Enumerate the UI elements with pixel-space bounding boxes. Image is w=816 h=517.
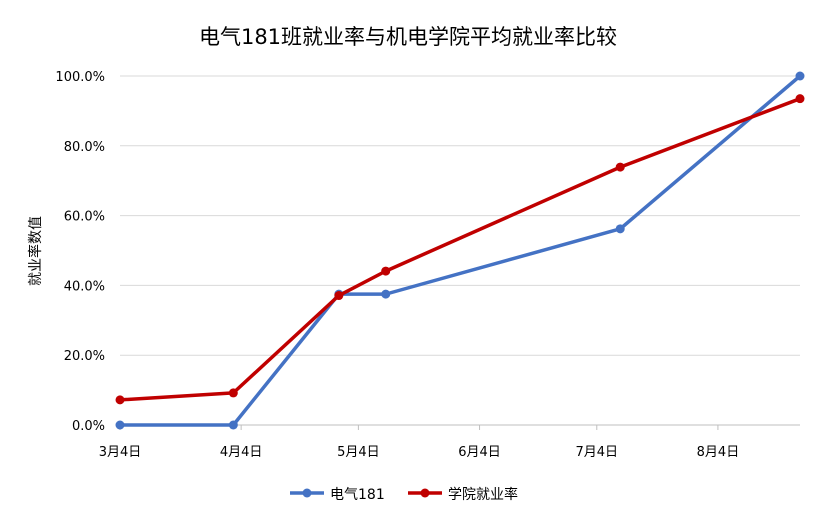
data-point <box>795 71 805 81</box>
y-tick-label: 20.0% <box>64 349 105 364</box>
x-tick-label: 3月4日 <box>99 445 142 460</box>
y-tick-label: 40.0% <box>64 279 105 294</box>
y-tick-label: 100.0% <box>55 70 105 85</box>
data-point <box>381 266 391 276</box>
y-tick-label: 80.0% <box>64 140 105 155</box>
x-tick-label: 7月4日 <box>576 445 619 460</box>
data-point <box>334 291 344 301</box>
series-line-1 <box>119 97 801 402</box>
series-line-0 <box>120 74 802 427</box>
legend-marker <box>420 488 430 498</box>
x-tick-label: 8月4日 <box>697 445 740 460</box>
data-point <box>615 224 625 234</box>
data-point <box>115 395 125 405</box>
data-point <box>228 420 238 430</box>
y-axis-label: 就业率数值 <box>27 216 44 286</box>
x-tick-label: 5月4日 <box>337 445 380 460</box>
x-tick-label: 6月4日 <box>458 445 501 460</box>
data-point <box>228 388 238 398</box>
data-point <box>795 94 805 104</box>
legend-label: 学院就业率 <box>448 486 518 503</box>
data-point <box>381 289 391 299</box>
x-tick-label: 4月4日 <box>220 445 263 460</box>
legend-label: 电气181 <box>330 487 385 503</box>
legend-marker <box>302 488 312 498</box>
chart-title: 电气181班就业率与机电学院平均就业率比较 <box>199 25 617 49</box>
y-tick-label: 0.0% <box>72 419 105 434</box>
data-point <box>615 162 625 172</box>
y-tick-label: 60.0% <box>64 210 105 225</box>
data-point <box>115 420 125 430</box>
